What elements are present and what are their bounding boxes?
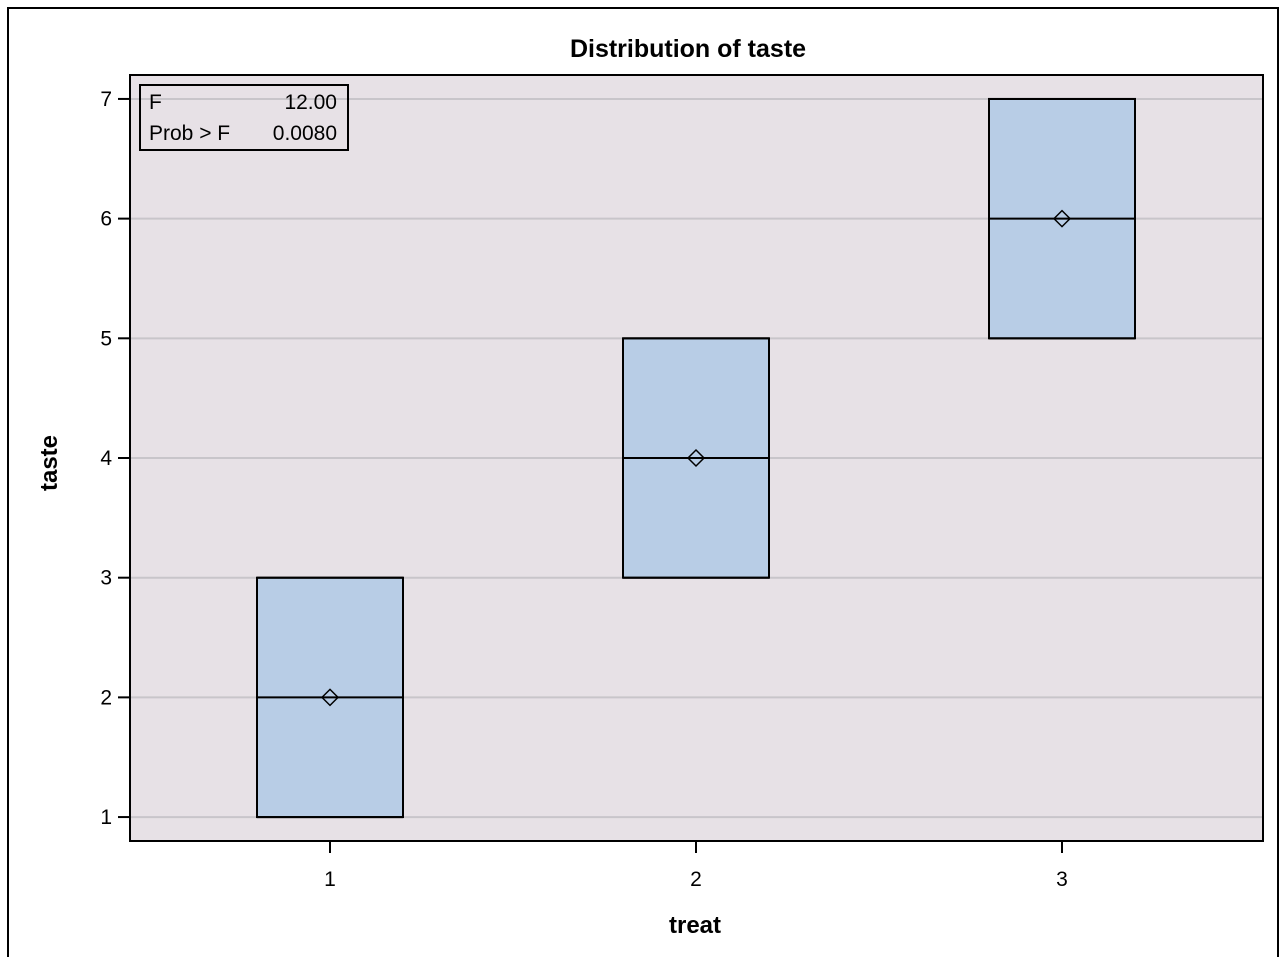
box-3: [988, 97, 1136, 340]
box-2: [622, 337, 770, 579]
x-tick-label-1: 1: [324, 868, 336, 891]
y-tick-label-2: 2: [100, 686, 112, 709]
stats-f-label: F: [149, 91, 162, 114]
x-tick-label-2: 2: [690, 868, 702, 891]
axes: 1 2 3 4 5 6 7 1 2 3: [100, 88, 1068, 891]
y-tick-label-3: 3: [100, 567, 112, 590]
stats-prob-value: 0.0080: [273, 122, 337, 145]
mean-marker-2: [686, 448, 706, 468]
plot-frame: [129, 74, 1264, 842]
x-axis-label: treat: [669, 912, 721, 939]
chart-title: Distribution of taste: [570, 35, 806, 63]
y-tick-label-7: 7: [100, 88, 112, 111]
y-axis-label: taste: [36, 435, 63, 491]
stats-inset-box: [139, 84, 349, 151]
stats-inset: F 12.00 Prob > F 0.0080: [139, 84, 349, 151]
y-tick-label-5: 5: [100, 327, 112, 350]
y-tick-label-6: 6: [100, 208, 112, 231]
y-tick-label-1: 1: [100, 806, 112, 829]
boxes: [256, 97, 1136, 819]
box-1: [256, 576, 404, 819]
mean-marker-3: [1052, 209, 1072, 228]
stats-f-value: 12.00: [284, 91, 337, 114]
y-tick-label-4: 4: [100, 447, 112, 470]
stats-prob-label: Prob > F: [149, 122, 230, 145]
x-tick-label-3: 3: [1056, 868, 1068, 891]
mean-marker-1: [320, 688, 340, 707]
